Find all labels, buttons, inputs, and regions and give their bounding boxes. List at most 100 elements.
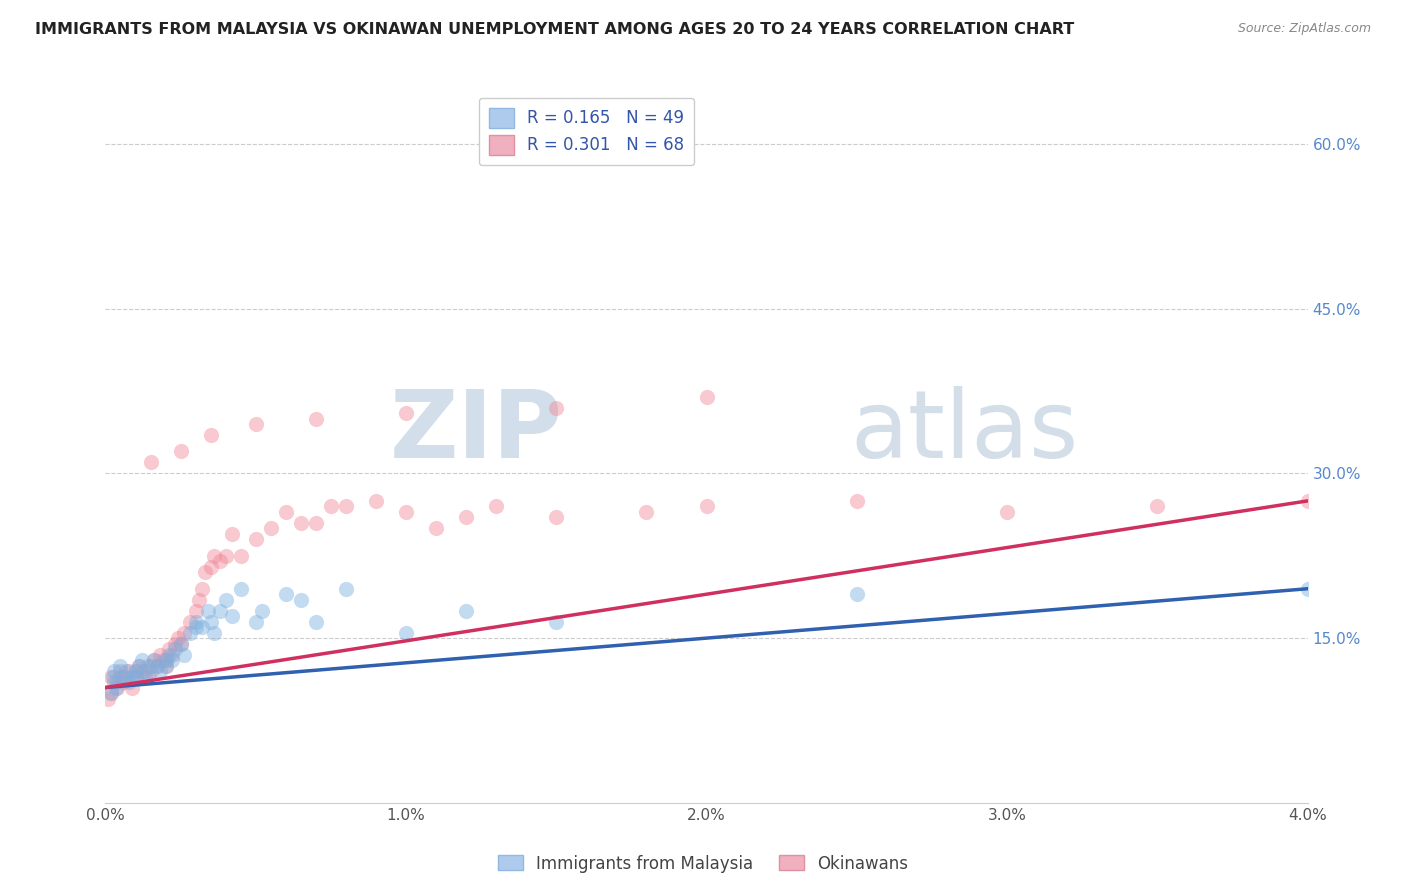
Point	[160, 648, 183, 662]
Point	[110, 669, 132, 683]
Point	[274, 587, 297, 601]
Text: IMMIGRANTS FROM MALAYSIA VS OKINAWAN UNEMPLOYMENT AMONG AGES 20 TO 24 YEARS CORR: IMMIGRANTS FROM MALAYSIA VS OKINAWAN UNE…	[35, 22, 1074, 37]
Point	[112, 675, 135, 690]
Legend: Immigrants from Malaysia, Okinawans: Immigrants from Malaysia, Okinawans	[492, 848, 914, 880]
Point	[454, 510, 477, 524]
Point	[112, 669, 135, 683]
Point	[136, 658, 159, 673]
Point	[194, 566, 217, 580]
Point	[200, 615, 222, 629]
Point	[139, 455, 162, 469]
Point	[184, 604, 207, 618]
Point	[485, 500, 508, 514]
Point	[187, 592, 209, 607]
Point	[101, 669, 124, 683]
Point	[139, 664, 162, 678]
Point	[208, 604, 231, 618]
Point	[104, 681, 127, 695]
Point	[202, 625, 225, 640]
Point	[128, 658, 150, 673]
Point	[155, 658, 177, 673]
Point	[118, 675, 141, 690]
Point	[274, 505, 297, 519]
Point	[546, 615, 568, 629]
Point	[290, 516, 312, 530]
Point	[184, 615, 207, 629]
Point	[214, 549, 236, 563]
Point	[364, 494, 387, 508]
Point	[100, 669, 122, 683]
Point	[696, 390, 718, 404]
Point	[395, 505, 418, 519]
Point	[107, 675, 129, 690]
Point	[136, 669, 159, 683]
Point	[155, 658, 177, 673]
Point	[163, 637, 186, 651]
Legend: R = 0.165   N = 49, R = 0.301   N = 68: R = 0.165 N = 49, R = 0.301 N = 68	[478, 97, 695, 165]
Point	[110, 664, 132, 678]
Point	[131, 653, 153, 667]
Point	[229, 582, 252, 596]
Point	[157, 642, 180, 657]
Point	[229, 549, 252, 563]
Point	[190, 620, 212, 634]
Text: ZIP: ZIP	[389, 385, 562, 478]
Point	[118, 664, 141, 678]
Point	[319, 500, 342, 514]
Point	[395, 406, 418, 420]
Point	[995, 505, 1018, 519]
Point	[546, 510, 568, 524]
Point	[97, 691, 120, 706]
Point	[121, 681, 143, 695]
Point	[250, 604, 273, 618]
Point	[184, 620, 207, 634]
Point	[124, 669, 146, 683]
Text: Source: ZipAtlas.com: Source: ZipAtlas.com	[1237, 22, 1371, 36]
Point	[103, 675, 125, 690]
Point	[160, 653, 183, 667]
Point	[124, 669, 146, 683]
Point	[142, 653, 165, 667]
Point	[155, 653, 177, 667]
Point	[152, 653, 174, 667]
Point	[305, 411, 328, 425]
Point	[173, 625, 195, 640]
Point	[1296, 582, 1319, 596]
Point	[200, 428, 222, 442]
Point	[1296, 494, 1319, 508]
Point	[121, 669, 143, 683]
Point	[173, 648, 195, 662]
Point	[169, 444, 191, 458]
Point	[142, 653, 165, 667]
Point	[155, 653, 177, 667]
Point	[145, 658, 167, 673]
Point	[134, 664, 156, 678]
Point	[100, 686, 122, 700]
Point	[128, 658, 150, 673]
Point	[260, 521, 283, 535]
Point	[145, 658, 167, 673]
Point	[425, 521, 447, 535]
Point	[845, 494, 868, 508]
Point	[124, 664, 146, 678]
Point	[221, 609, 243, 624]
Point	[636, 505, 658, 519]
Point	[139, 658, 162, 673]
Point	[290, 592, 312, 607]
Point	[131, 664, 153, 678]
Point	[546, 401, 568, 415]
Point	[1146, 500, 1168, 514]
Point	[454, 604, 477, 618]
Point	[100, 686, 122, 700]
Point	[305, 516, 328, 530]
Point	[214, 592, 236, 607]
Point	[197, 604, 219, 618]
Point	[166, 631, 188, 645]
Point	[179, 615, 201, 629]
Point	[245, 615, 267, 629]
Point	[845, 587, 868, 601]
Point	[157, 648, 180, 662]
Point	[245, 417, 267, 431]
Point	[179, 625, 201, 640]
Point	[103, 664, 125, 678]
